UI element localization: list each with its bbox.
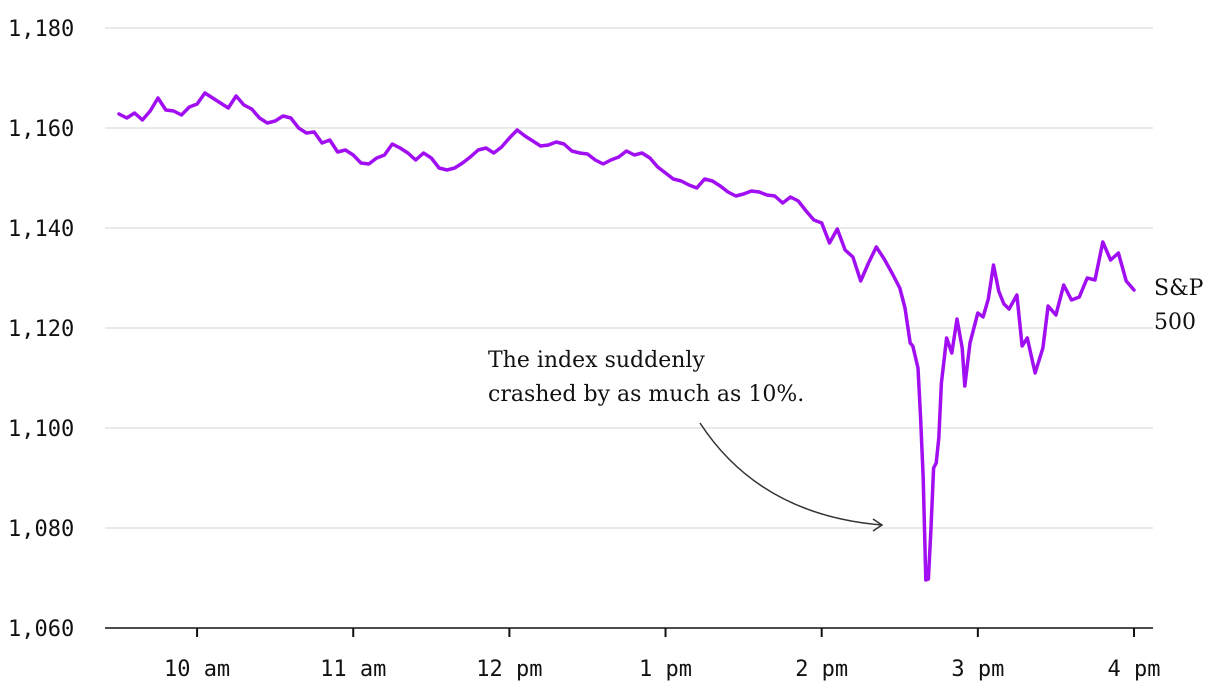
series-line-sp500 — [117, 91, 1136, 582]
series-label: S&P 500 — [1154, 276, 1204, 335]
y-tick-label: 1,060 — [8, 617, 74, 642]
y-tick-label: 1,120 — [8, 317, 74, 342]
annotation-arrow — [699, 422, 883, 526]
y-axis-tick-labels: 1,060 1,080 1,100 1,120 1,140 1,160 1,180 — [8, 17, 74, 642]
x-tick-label: 4 pm — [1108, 657, 1161, 682]
y-tick-label: 1,140 — [8, 217, 74, 242]
annotation-text-line: crashed by as much as 10%. — [488, 382, 804, 407]
x-tick-label: 11 am — [320, 657, 386, 682]
x-axis-ticks: 10 am 11 am 12 pm 1 pm 2 pm 3 pm 4 pm — [164, 628, 1161, 682]
annotation-text-line: The index suddenly — [488, 348, 705, 373]
annotation-arrowhead — [872, 518, 884, 532]
x-tick-label: 1 pm — [639, 657, 692, 682]
annotation: The index suddenly crashed by as much as … — [488, 348, 884, 532]
series-label-line: 500 — [1154, 310, 1196, 335]
y-tick-label: 1,080 — [8, 517, 74, 542]
y-tick-label: 1,160 — [8, 117, 74, 142]
x-tick-label: 2 pm — [795, 657, 848, 682]
y-tick-label: 1,100 — [8, 417, 74, 442]
x-tick-label: 3 pm — [951, 657, 1004, 682]
series-label-line: S&P — [1154, 276, 1204, 301]
gridlines — [105, 27, 1153, 529]
x-tick-label: 10 am — [164, 657, 230, 682]
x-tick-label: 12 pm — [476, 657, 542, 682]
y-tick-label: 1,180 — [8, 17, 74, 42]
